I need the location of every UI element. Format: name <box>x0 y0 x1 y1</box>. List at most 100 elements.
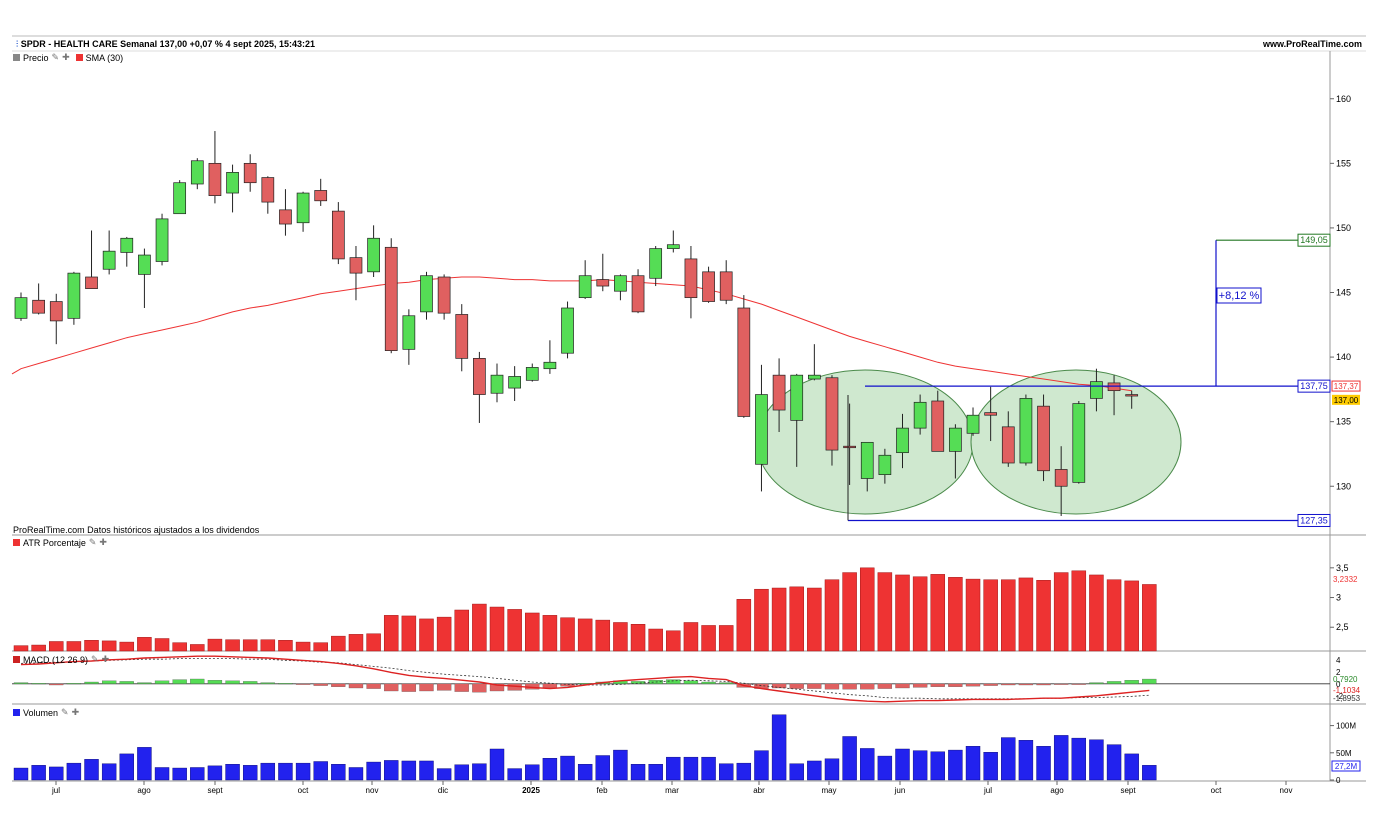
macd-hist-bar <box>683 680 699 684</box>
plus-icon[interactable]: ✚ <box>101 654 110 664</box>
macd-hist-bar <box>930 683 945 687</box>
candle-body <box>314 190 328 202</box>
candle <box>578 260 592 299</box>
candle-body <box>878 454 892 475</box>
volume-bar <box>525 764 540 781</box>
price-tick-label: 160 <box>1336 94 1351 104</box>
price-swatch-icon <box>13 54 20 61</box>
atr-bar <box>119 641 135 652</box>
x-tick-label: feb <box>596 786 608 795</box>
candle <box>561 301 574 359</box>
atr-bar <box>560 617 575 652</box>
candle <box>85 230 98 289</box>
wrench-icon[interactable]: ✎ <box>61 707 69 717</box>
candle-body <box>190 160 204 185</box>
price-tick-label: 140 <box>1336 352 1351 362</box>
volume-tick-label: 50M <box>1336 749 1352 758</box>
candle-body <box>120 237 134 253</box>
macd-hist-bar <box>207 680 223 684</box>
volume-bar <box>842 736 857 781</box>
atr-bar <box>542 615 558 652</box>
volume-bar <box>137 747 152 781</box>
plus-icon[interactable]: ✚ <box>71 707 80 717</box>
last-price-box <box>1332 394 1360 405</box>
atr-bar <box>1018 577 1034 652</box>
macd-hist-bar <box>1018 683 1034 686</box>
volume-bar <box>1142 765 1157 781</box>
macd-hist-bar <box>807 683 822 689</box>
candle-body <box>666 244 680 249</box>
x-tick-label: oct <box>298 786 309 795</box>
atr-bar <box>66 641 82 652</box>
candle-body <box>931 400 945 452</box>
candle <box>14 292 28 321</box>
candle <box>1037 394 1050 482</box>
atr-bar <box>736 599 752 652</box>
candle <box>649 246 663 287</box>
candle <box>190 158 204 190</box>
candle-body <box>226 172 239 194</box>
x-tick-label: abr <box>753 786 765 795</box>
macd-hist-bar <box>295 683 311 685</box>
plus-icon[interactable]: ✚ <box>99 537 107 547</box>
candle <box>949 424 962 479</box>
support-label: 127,35 <box>1300 515 1328 525</box>
atr-bar <box>930 574 946 652</box>
atr-bar <box>348 634 364 652</box>
site-link[interactable]: www.ProRealTime.com <box>1262 39 1362 49</box>
volume-bar <box>648 764 663 781</box>
candle <box>1001 411 1015 467</box>
macd-line <box>20 655 1150 703</box>
candle <box>67 271 81 325</box>
volume-bar <box>930 751 945 781</box>
volume-bar <box>613 749 628 781</box>
sma-legend-label: SMA (30) <box>85 52 124 63</box>
volume-bar <box>366 761 381 781</box>
wrench-icon[interactable]: ✎ <box>88 537 97 547</box>
candle <box>173 180 187 215</box>
atr-bar <box>1053 572 1069 652</box>
volume-bar <box>824 758 840 781</box>
atr-bar <box>278 640 293 652</box>
volume-legend: Volumen ✎ ✚ <box>13 707 79 718</box>
macd-hist-bar <box>542 683 558 689</box>
atr-bar <box>242 639 258 652</box>
candle <box>349 246 363 301</box>
candle <box>966 407 980 436</box>
macd-hist-bar <box>1089 682 1104 684</box>
candle <box>367 225 380 277</box>
volume-bar <box>49 766 64 781</box>
resistance-label-box <box>1297 379 1331 393</box>
candle-body <box>860 441 874 479</box>
x-tick-label: nov <box>366 786 379 795</box>
candle-body <box>1054 469 1068 487</box>
plus-icon[interactable]: ✚ <box>62 52 70 62</box>
sma-last-label: 137,37 <box>1334 382 1359 391</box>
candle-body <box>684 258 698 299</box>
x-tick-label: ago <box>137 786 151 795</box>
x-tick-label: sept <box>1120 786 1136 795</box>
atr-tick-label: 3,5 <box>1336 563 1349 573</box>
candle <box>314 178 328 206</box>
volume-bar <box>807 760 822 781</box>
atr-bar <box>824 579 840 652</box>
volume-swatch-icon <box>13 709 20 716</box>
candle-body <box>702 271 715 302</box>
candle <box>772 358 786 432</box>
atr-bar <box>137 637 152 652</box>
volume-bar <box>1001 737 1016 781</box>
candle-body <box>649 248 663 279</box>
candle-body <box>807 374 821 380</box>
macd-hist-bar <box>1106 681 1122 684</box>
candle-body <box>949 427 962 452</box>
wrench-icon[interactable]: ✎ <box>51 52 60 62</box>
atr-legend-label: ATR Porcentaje <box>23 537 86 548</box>
candle <box>737 295 751 418</box>
macd-hist-bar <box>789 683 804 689</box>
candle <box>331 202 345 265</box>
candle-body <box>1072 403 1086 483</box>
wrench-icon[interactable]: ✎ <box>91 654 99 664</box>
macd-hist-bar <box>384 683 399 692</box>
candle-body <box>437 276 451 314</box>
change-label: +8,12 % <box>1219 290 1260 302</box>
